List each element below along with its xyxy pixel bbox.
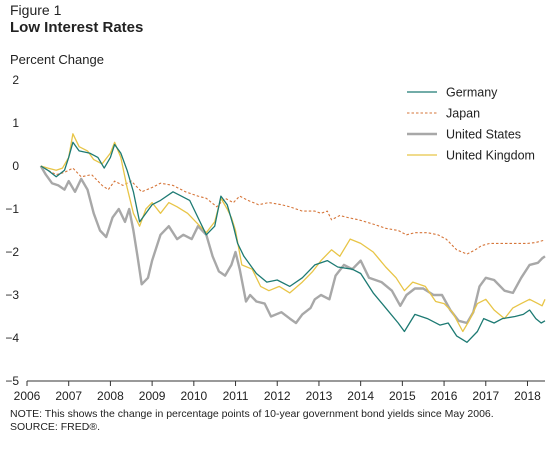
x-tick-label: 2014 — [347, 389, 374, 403]
y-tick-label: −4 — [5, 331, 19, 345]
y-tick-label: 0 — [12, 159, 19, 173]
y-tick-label: −1 — [5, 202, 19, 216]
x-tick-label: 2007 — [55, 389, 82, 403]
y-tick-label: 2 — [12, 73, 19, 87]
y-tick-label: −2 — [5, 245, 19, 259]
y-tick-label: −5 — [5, 374, 19, 388]
series-line-united-states — [39, 165, 546, 325]
x-tick-label: 2017 — [472, 389, 499, 403]
x-tick-label: 2015 — [389, 389, 416, 403]
x-tick-label: 2016 — [431, 389, 458, 403]
source-text: SOURCE: FRED®. — [10, 421, 100, 433]
series-line-germany — [40, 141, 546, 343]
x-axis: 2006 2007 2008 2009 2010 2011 2012 2013 2014 2015… — [14, 380, 545, 403]
x-tick-label: 2018 — [514, 389, 541, 403]
figure-label: Figure 1 — [10, 2, 62, 18]
x-tick-label: 2013 — [306, 389, 333, 403]
x-tick-label: 2011 — [223, 389, 249, 403]
legend-label: United Kingdom — [446, 149, 535, 163]
x-tick-label: 2009 — [139, 389, 166, 403]
y-tick-label: 1 — [12, 116, 19, 130]
chart-series — [39, 133, 546, 343]
chart-note: NOTE: This shows the change in percentag… — [10, 408, 550, 434]
chart-legend: Germany Japan United States United Kingdom — [407, 86, 535, 163]
series-line-japan — [40, 165, 546, 255]
x-tick-label: 2012 — [264, 389, 291, 403]
x-tick-label: 2010 — [180, 389, 207, 403]
note-text: NOTE: This shows the change in percentag… — [10, 408, 494, 420]
y-tick-label: −3 — [5, 288, 19, 302]
legend-label: Japan — [446, 107, 480, 121]
x-tick-label: 2006 — [14, 389, 41, 403]
series-line-united-kingdom — [40, 133, 546, 333]
legend-label: United States — [446, 128, 521, 142]
y-axis-ticks: 2 1 0 −1 −2 −3 −4 −5 — [5, 73, 19, 388]
y-axis-label: Percent Change — [10, 52, 104, 67]
legend-label: Germany — [446, 86, 498, 100]
chart-title: Low Interest Rates — [10, 19, 144, 36]
x-tick-label: 2008 — [97, 389, 124, 403]
